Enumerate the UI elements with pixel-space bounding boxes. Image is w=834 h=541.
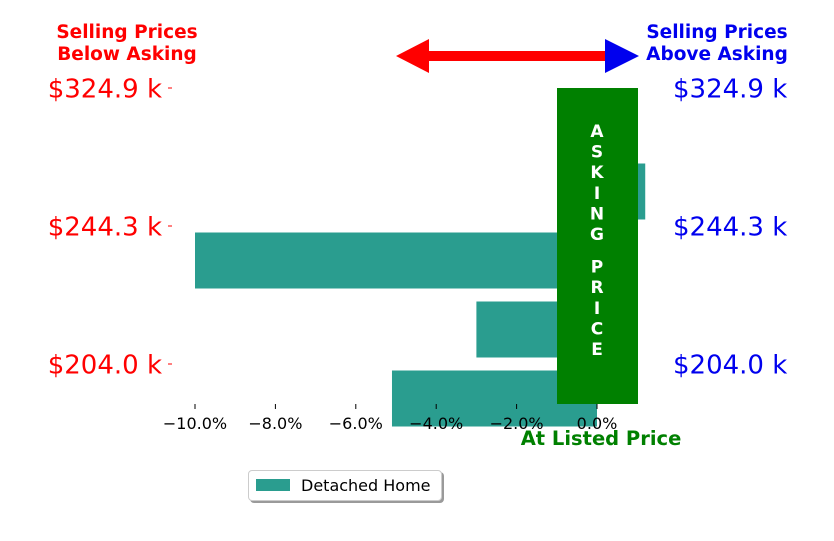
x-tick-label: −6.0%: [329, 414, 383, 433]
left-price-label: $324.9 k: [48, 75, 162, 105]
x-tick-label: −8.0%: [248, 414, 302, 433]
above-arrow: [605, 39, 639, 73]
x-axis: −10.0% −8.0% −6.0% −4.0% −2.0% 0.0%: [163, 404, 617, 433]
left-title-line2: Below Asking: [57, 44, 197, 65]
asking-letter: I: [594, 184, 600, 204]
legend-label: Detached Home: [301, 476, 431, 495]
asking-letter: I: [594, 299, 600, 319]
asking-letter: E: [591, 340, 603, 360]
x-tick-label: 0.0%: [577, 414, 618, 433]
asking-letter: P: [591, 258, 603, 278]
left-price-label: $204.0 k: [48, 351, 162, 381]
asking-letter: S: [591, 143, 603, 163]
bar: [195, 232, 597, 289]
asking-letter: R: [590, 278, 603, 298]
below-arrow: [396, 39, 608, 73]
at-listed-price-label: At Listed Price: [521, 427, 682, 450]
asking-letter: N: [590, 204, 604, 224]
left-title-line1: Selling Prices: [56, 22, 197, 43]
right-price-label: $204.0 k: [673, 351, 787, 381]
x-tick-label: −2.0%: [490, 414, 544, 433]
direction-arrow: [396, 39, 639, 73]
asking-letter: C: [591, 319, 603, 339]
left-price-labels: $204.0 k $244.3 k $324.9 k: [48, 75, 172, 381]
legend: Detached Home: [248, 470, 442, 501]
legend-swatch: [256, 479, 290, 491]
left-price-label: $244.3 k: [48, 213, 162, 243]
asking-price-band: [557, 88, 638, 404]
x-tick-label: −4.0%: [409, 414, 463, 433]
right-price-label: $244.3 k: [673, 213, 787, 243]
right-title-line2: Above Asking: [646, 44, 788, 65]
right-price-labels: $204.0 k $244.3 k $324.9 k: [673, 75, 787, 381]
asking-letter: G: [590, 225, 604, 245]
right-price-label: $324.9 k: [673, 75, 787, 105]
asking-letter: A: [590, 122, 604, 142]
right-title-line1: Selling Prices: [646, 22, 787, 43]
asking-letter: K: [590, 163, 604, 183]
x-tick-label: −10.0%: [163, 414, 227, 433]
